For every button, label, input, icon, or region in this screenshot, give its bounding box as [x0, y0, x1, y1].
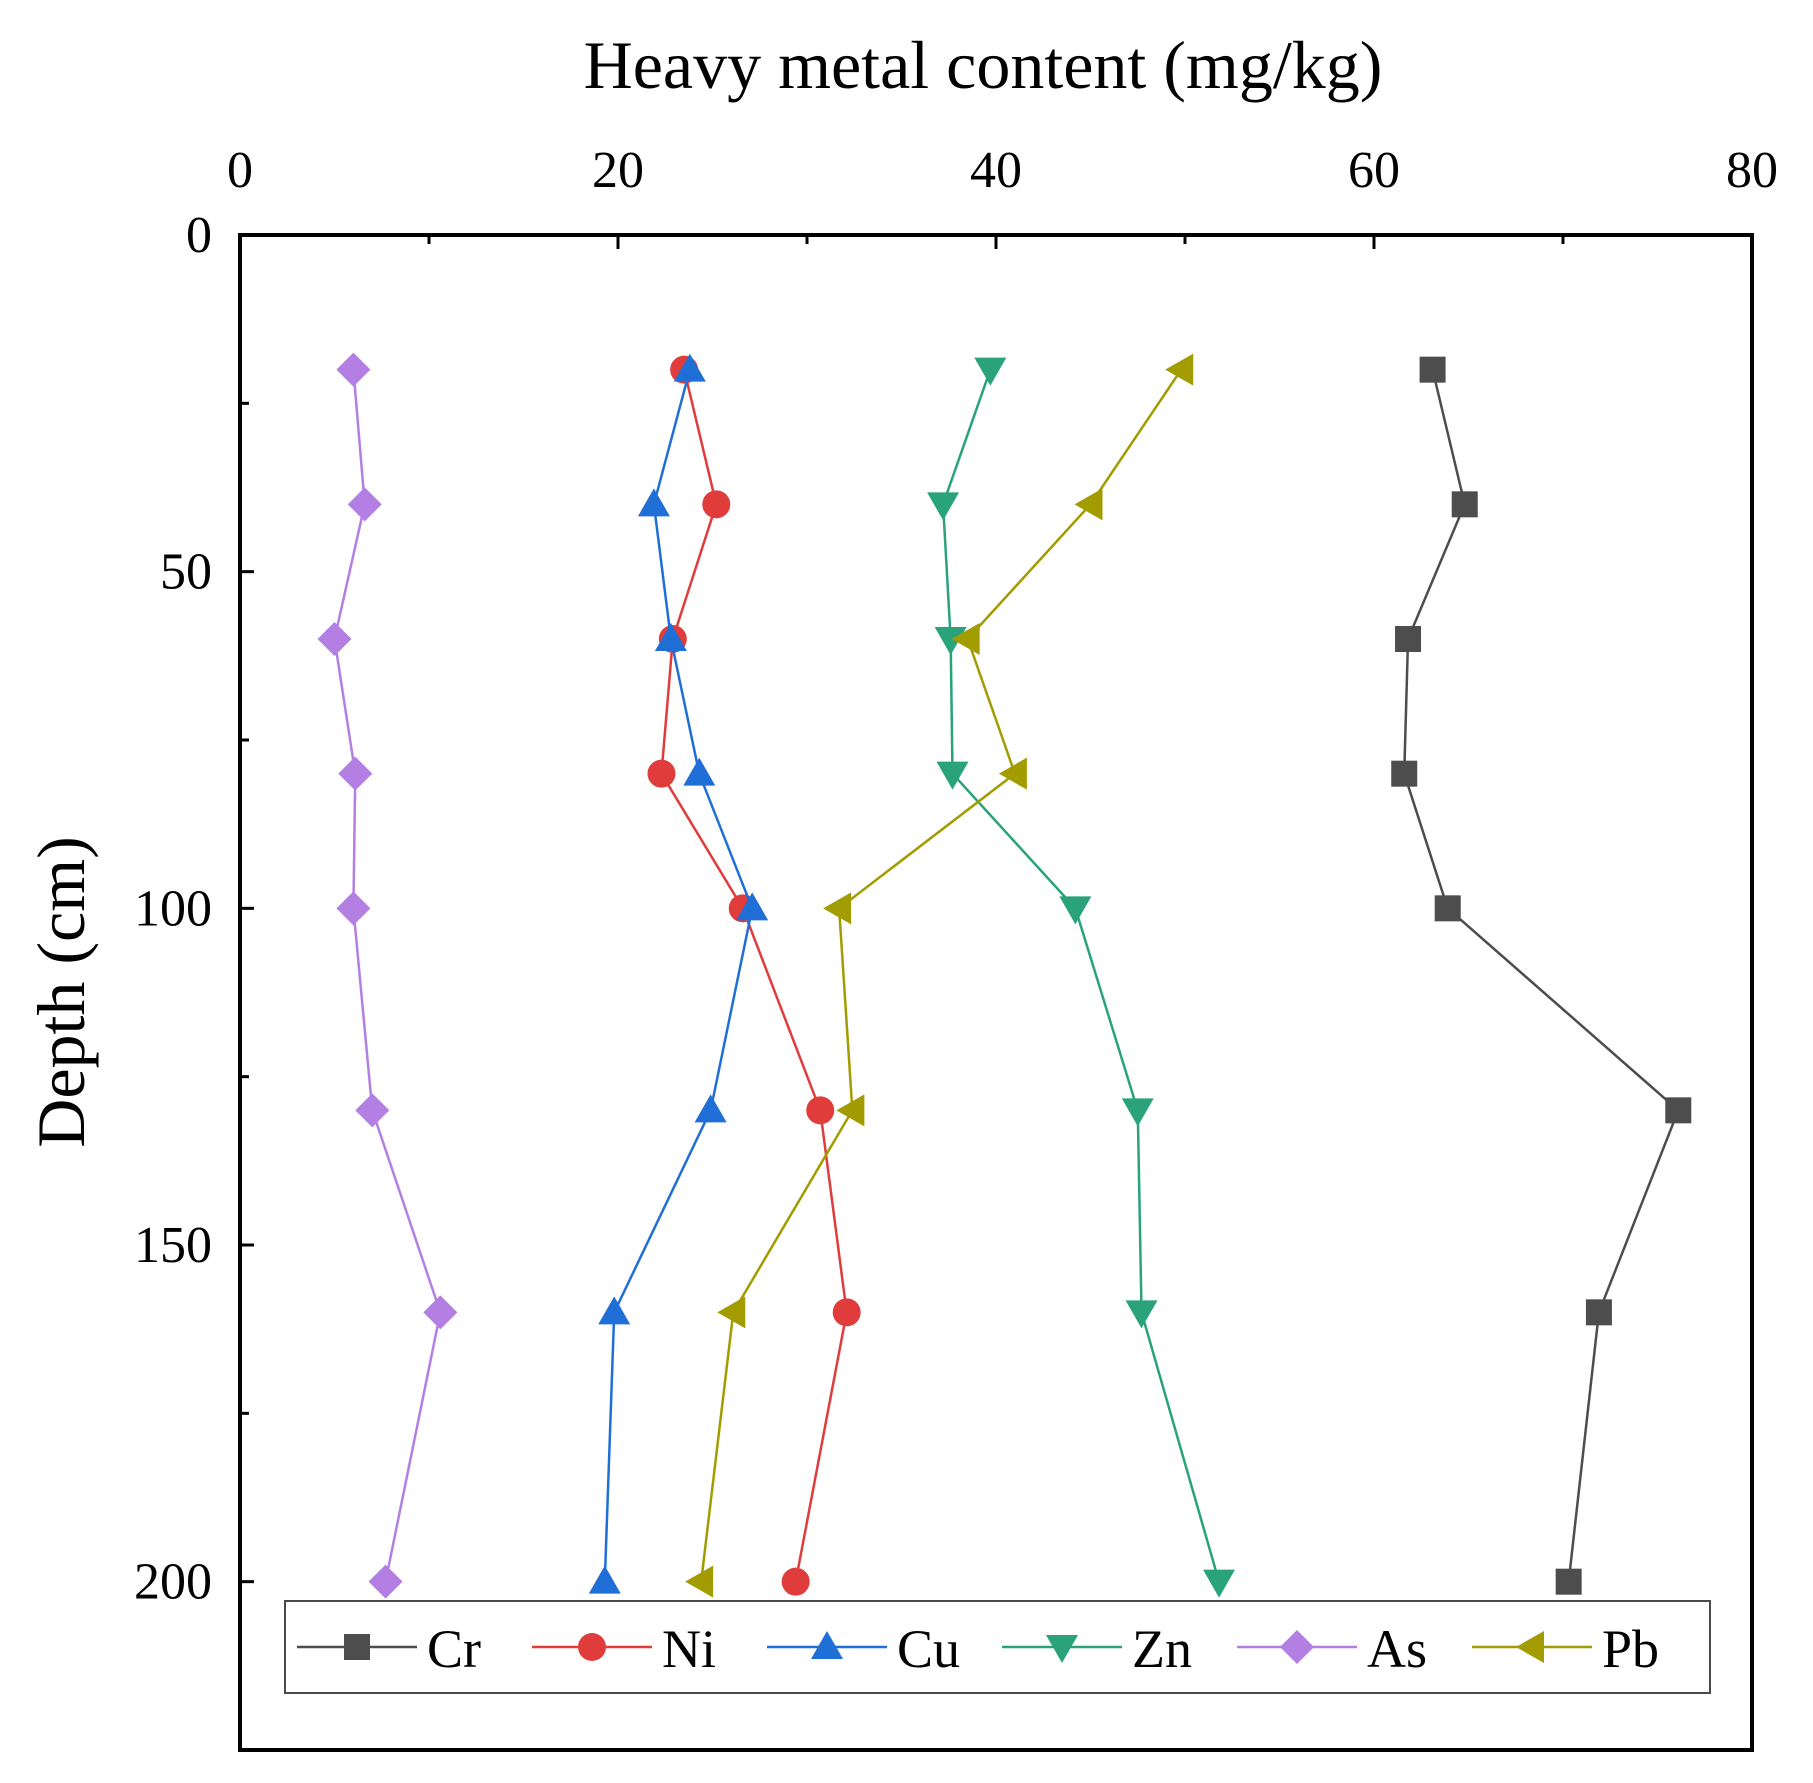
- legend-item-pb: Pb: [1472, 1619, 1659, 1679]
- data-point-zn: [1059, 896, 1092, 925]
- data-point-ni: [781, 1567, 810, 1596]
- data-point-cr: [1585, 1299, 1612, 1326]
- data-point-as: [336, 352, 371, 387]
- legend-marker-cr: [344, 1634, 370, 1660]
- legend-label: As: [1367, 1619, 1427, 1679]
- data-point-as: [336, 891, 371, 926]
- legend-label: Zn: [1132, 1619, 1192, 1679]
- legend-item-zn: Zn: [1002, 1619, 1192, 1679]
- legend-label: Cr: [427, 1619, 481, 1679]
- data-point-cr: [1434, 895, 1461, 922]
- legend-item-as: As: [1237, 1619, 1427, 1679]
- series-line-pb: [699, 368, 1183, 1582]
- data-point-ni: [702, 490, 731, 519]
- series-line-cu: [603, 369, 754, 1582]
- y-tick-label: 0: [186, 207, 212, 264]
- legend-label: Cu: [897, 1619, 960, 1679]
- data-point-pb: [836, 1094, 865, 1127]
- data-point-pb: [717, 1296, 746, 1329]
- series-as: [317, 352, 458, 1599]
- legend-marker-pb: [1516, 1631, 1544, 1663]
- data-point-zn: [927, 492, 960, 521]
- x-tick-label: 0: [227, 142, 253, 199]
- data-point-cu: [598, 1296, 631, 1325]
- data-point-as: [347, 487, 382, 522]
- y-tick-label: 200: [134, 1554, 212, 1611]
- y-tick-label: 100: [134, 880, 212, 937]
- legend-item-cr: Cr: [297, 1619, 481, 1679]
- series-layer: [317, 352, 1692, 1599]
- data-point-zn: [1121, 1098, 1154, 1127]
- legend-label: Pb: [1602, 1619, 1659, 1679]
- y-tick-label: 50: [160, 544, 212, 601]
- data-point-cr: [1555, 1568, 1582, 1595]
- data-point-as: [317, 622, 352, 656]
- data-point-cu: [588, 1565, 621, 1594]
- data-point-zn: [974, 357, 1007, 386]
- data-point-cu: [736, 892, 769, 921]
- data-point-pb: [951, 623, 980, 655]
- data-point-cr: [1419, 356, 1446, 383]
- x-tick-label: 80: [1726, 142, 1778, 199]
- series-zn: [927, 357, 1236, 1598]
- data-point-pb: [1165, 353, 1194, 386]
- x-tick-label: 40: [970, 142, 1022, 199]
- plot-frame: [238, 233, 1754, 1752]
- legend-item-ni: Ni: [532, 1619, 716, 1679]
- data-point-zn: [934, 627, 967, 655]
- series-cr: [1391, 356, 1692, 1595]
- tick-labels-layer: 0 20 40 60 80 0 50 100 150 200: [134, 142, 1778, 1611]
- legend-item-cu: Cu: [767, 1619, 960, 1679]
- data-point-pb: [823, 892, 852, 925]
- data-point-cu: [673, 353, 706, 382]
- legend-marker-zn: [1046, 1635, 1078, 1663]
- data-point-ni: [806, 1096, 835, 1125]
- series-pb: [685, 353, 1194, 1598]
- data-point-cr: [1665, 1097, 1692, 1124]
- data-point-as: [423, 1295, 458, 1330]
- data-point-cr: [1391, 760, 1418, 787]
- x-tick-label: 20: [592, 142, 644, 199]
- data-point-ni: [647, 759, 676, 788]
- series-line-as: [333, 369, 442, 1582]
- legend-marker-as: [1280, 1630, 1314, 1664]
- x-axis-label: Heavy metal content (mg/kg): [584, 27, 1383, 103]
- data-point-cu: [654, 623, 687, 651]
- y-axis-label: Depth (cm): [23, 836, 99, 1148]
- data-point-pb: [685, 1565, 714, 1598]
- series-line-zn: [941, 369, 1221, 1583]
- data-point-zn: [1125, 1300, 1158, 1329]
- series-line-ni: [660, 369, 848, 1582]
- series-line-cr: [1402, 369, 1680, 1582]
- data-point-cu: [637, 488, 670, 517]
- data-point-as: [368, 1564, 403, 1599]
- legend-label: Ni: [662, 1619, 716, 1679]
- series-cu: [588, 353, 769, 1594]
- legend-marker-ni: [578, 1633, 606, 1661]
- data-point-zn: [1203, 1569, 1236, 1598]
- legend-marker-cu: [811, 1631, 843, 1659]
- data-point-as: [355, 1093, 390, 1128]
- data-point-zn: [936, 761, 969, 790]
- legend: Cr Ni Cu Zn As Pb: [284, 1600, 1711, 1694]
- data-point-cu: [694, 1094, 727, 1123]
- data-point-pb: [1074, 488, 1103, 521]
- data-point-as: [338, 756, 373, 791]
- data-point-cu: [683, 757, 716, 786]
- data-point-ni: [832, 1298, 861, 1327]
- x-tick-label: 60: [1348, 142, 1400, 199]
- y-tick-label: 150: [134, 1217, 212, 1274]
- data-point-pb: [998, 757, 1027, 790]
- data-point-cr: [1451, 491, 1478, 518]
- data-point-cr: [1395, 626, 1422, 652]
